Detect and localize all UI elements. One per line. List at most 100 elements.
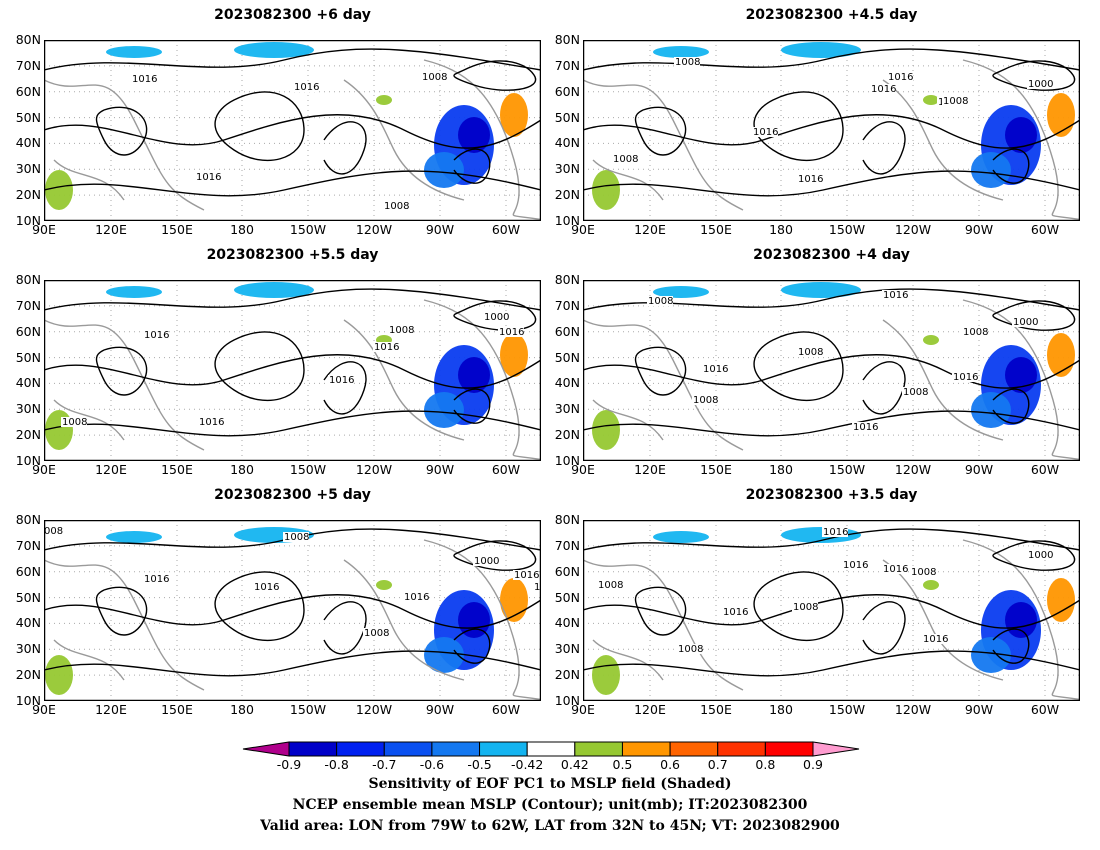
isobar-contour <box>453 60 537 91</box>
lon-tick-label: 120W <box>894 222 932 237</box>
isobar-contour <box>992 388 1030 424</box>
colorbar-tick-label: -0.7 <box>372 757 397 772</box>
contour-label: 1016 <box>923 634 948 645</box>
coastline <box>583 59 1080 221</box>
contour-label: 1008 <box>389 325 414 336</box>
map-panel: 00810081000101610161016101610081008 <box>44 520 541 701</box>
isobar-contour <box>634 586 687 636</box>
lon-tick-label: 120E <box>95 702 127 717</box>
shaded-region <box>500 578 528 622</box>
isobar-contour <box>992 148 1030 184</box>
shaded-region <box>45 170 73 210</box>
map-canvas: 1016 1008 1016 1016 1008 <box>44 40 541 221</box>
contour-label: 1008 <box>693 395 718 406</box>
contour-label: 1008 <box>675 57 700 68</box>
shaded-region <box>234 42 314 58</box>
isobar-contour <box>583 410 1080 437</box>
panel-title: 2023082300 +5 day <box>214 487 371 503</box>
lon-tick-label: 180 <box>769 462 793 477</box>
colorbar-tick-label: -0.8 <box>324 757 349 772</box>
map-panel: 1016 1000 1008 1016 1008 1008 1016 1016 1008 1016 <box>583 520 1080 701</box>
lat-tick-label: 50N <box>15 349 41 365</box>
colorbar-max-arrow <box>812 741 860 757</box>
shaded-region <box>1047 333 1075 377</box>
shaded-region <box>592 170 620 210</box>
lat-tick-label: 50N <box>554 109 580 125</box>
shaded-region <box>592 410 620 450</box>
colorbar-swatch <box>288 741 338 757</box>
panel-title: 2023082300 +4 day <box>753 247 910 263</box>
lon-tick-label: 90E <box>571 702 595 717</box>
lat-tick-label: 20N <box>554 187 580 203</box>
map-panel: 100810161008101610001008101610161008 <box>583 40 1080 221</box>
lon-tick-label: 90E <box>32 462 56 477</box>
isobar-contour <box>95 346 148 396</box>
lat-tick-label: 20N <box>554 427 580 443</box>
shaded-region <box>653 286 709 298</box>
isobar-contour <box>583 354 1080 389</box>
contour-label: 1008 <box>903 387 928 398</box>
lat-tick-label: 30N <box>15 641 41 657</box>
lon-tick-label: 120W <box>894 702 932 717</box>
shaded-region <box>424 392 464 428</box>
colorbar-tick-label: -0.6 <box>419 757 445 772</box>
isobar-contour <box>323 361 367 415</box>
lon-tick-label: 90E <box>32 702 56 717</box>
lon-tick-label: 120W <box>355 702 393 717</box>
lon-tick-label: 90W <box>425 222 455 237</box>
lat-tick-label: 60N <box>554 563 580 579</box>
isobar-contour <box>453 388 491 424</box>
lat-tick-label: 70N <box>554 537 580 553</box>
contour-label: 1008 <box>284 532 309 543</box>
lat-tick-label: 10N <box>554 213 580 228</box>
isobar-contour <box>862 121 906 175</box>
colorbar-swatch <box>717 741 766 757</box>
lon-tick-label: 150W <box>828 462 866 477</box>
shaded-region <box>106 46 162 58</box>
caption-line: Valid area: LON from 79W to 62W, LAT fro… <box>260 818 840 834</box>
contour-label: 1016 <box>144 330 169 341</box>
shaded-region <box>923 580 939 590</box>
lon-tick-label: 120E <box>95 462 127 477</box>
lat-tick-label: 10N <box>15 213 41 228</box>
colorbar-swatch <box>669 741 719 757</box>
lon-tick-label: 60W <box>491 222 521 237</box>
panel-title: 2023082300 +4.5 day <box>745 7 918 23</box>
contour-label: 008 <box>44 526 63 537</box>
colorbar-swatch <box>479 741 528 757</box>
coastline <box>583 539 1080 701</box>
lon-tick-label: 120W <box>355 462 393 477</box>
isobar-contour <box>583 170 1080 197</box>
lat-tick-label: 40N <box>554 375 580 391</box>
colorbar-tick-label: -0.9 <box>276 757 302 772</box>
colorbar-swatch <box>431 741 481 757</box>
lat-tick-label: 80N <box>554 272 580 287</box>
contour-label: 1008 <box>384 201 409 212</box>
isobar-contour <box>95 106 148 156</box>
shaded-region <box>106 286 162 298</box>
map-panel: 1008 1016 1008 1000 1008 1016 1016 1008 1008 1016 <box>583 280 1080 461</box>
contour-label: 1016 <box>843 560 868 571</box>
colorbar-tick-label: -0.5 <box>467 757 492 772</box>
colorbar-swatch <box>574 741 623 757</box>
lat-tick-label: 70N <box>15 297 41 313</box>
isobar-contour <box>323 121 367 175</box>
lon-tick-label: 120E <box>95 222 127 237</box>
coastline <box>583 299 1080 461</box>
caption-line: NCEP ensemble mean MSLP (Contour); unit(… <box>292 797 808 813</box>
lat-tick-label: 60N <box>554 323 580 339</box>
contour-label: 1000 <box>474 556 499 567</box>
lat-tick-label: 60N <box>15 83 41 99</box>
shaded-region <box>458 602 490 638</box>
contour-label: 1016 <box>404 592 429 603</box>
colorbar-tick-label: 0.5 <box>612 757 633 772</box>
lat-tick-label: 70N <box>554 297 580 313</box>
isobar-contour <box>583 48 1080 71</box>
isobar-contour <box>44 114 541 149</box>
contour-label: 1016 <box>853 422 878 433</box>
contour-label: 1016 <box>871 84 896 95</box>
lat-tick-label: 50N <box>15 109 41 125</box>
lat-tick-label: 10N <box>15 693 41 708</box>
isobar-contour <box>992 300 1076 331</box>
